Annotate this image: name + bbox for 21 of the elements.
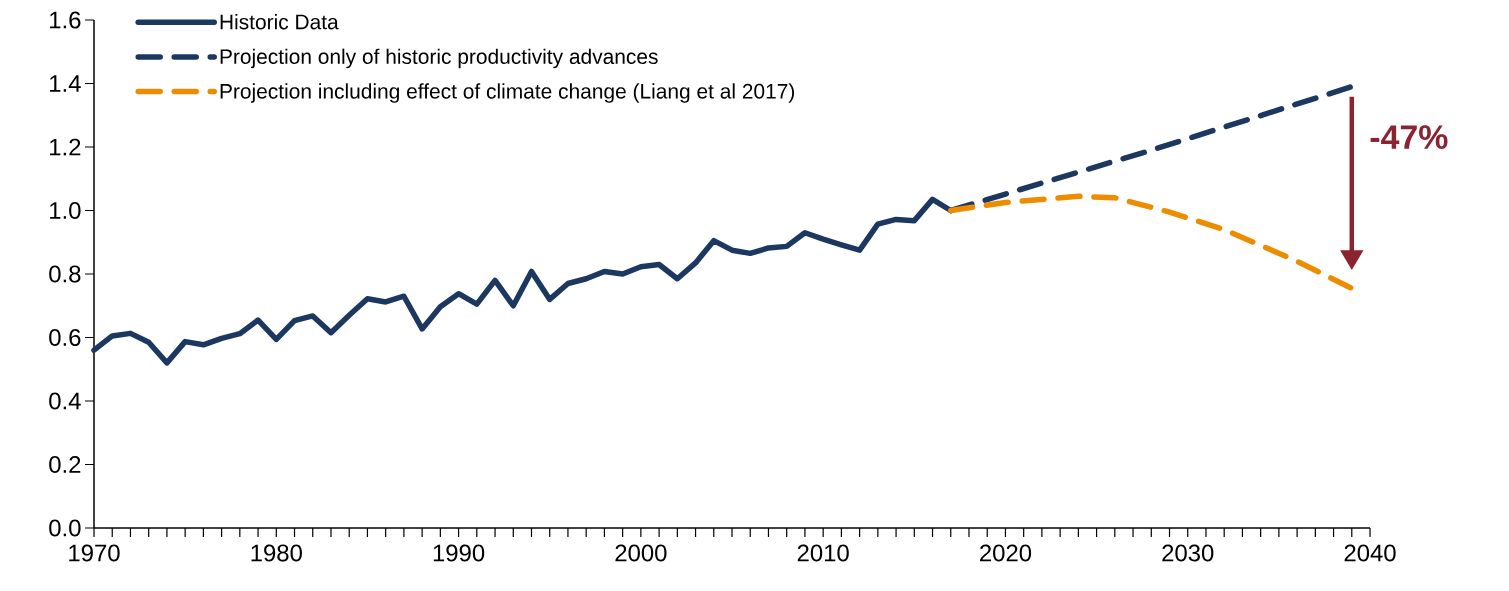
y-tick-label: 0.6 xyxy=(49,329,81,346)
x-tick-label: 1980 xyxy=(251,544,302,562)
text: -47% xyxy=(1370,125,1448,149)
x-tick-label: 1990 xyxy=(433,544,485,562)
legend-label: Historic Data xyxy=(220,14,339,30)
x-tick-label: 2020 xyxy=(980,544,1032,562)
y-tick-label: 1.2 xyxy=(50,138,81,156)
y-tick-label: 0.8 xyxy=(49,265,81,283)
y-tick-label: 0.4 xyxy=(49,392,81,410)
y-tick-label: 1.4 xyxy=(50,75,81,92)
legend-label: Projection only of historic productivity advances xyxy=(220,48,658,69)
y-tick-label: 1.0 xyxy=(50,202,81,219)
x-tick-label: 2010 xyxy=(797,544,849,562)
x-tick-label: 2040 xyxy=(1344,544,1396,562)
x-tick-label: 1970 xyxy=(69,544,120,562)
y-tick-label: 0.0 xyxy=(49,519,81,537)
y-tick-label: 1.6 xyxy=(50,11,81,29)
x-tick-label: 2000 xyxy=(615,544,667,562)
y-tick-label: 0.2 xyxy=(49,456,81,473)
legend-label: Projection including effect of climate change (Liang et al 2017) xyxy=(220,83,795,103)
x-tick-label: 2030 xyxy=(1162,544,1214,562)
